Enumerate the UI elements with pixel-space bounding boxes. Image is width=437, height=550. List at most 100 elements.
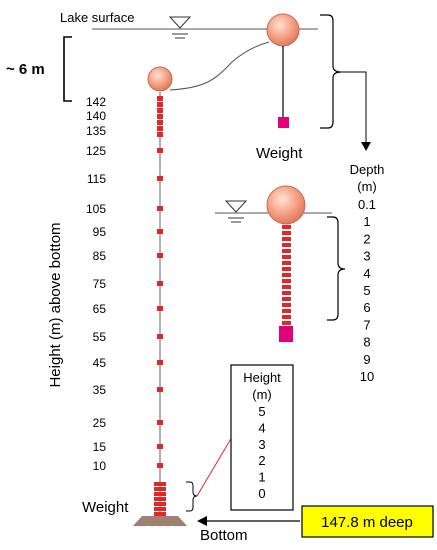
depth-ticks: 0.1 1 2 3 4 5 6 7 8 9 10 — [358, 197, 376, 384]
height-box-tick-label: 2 — [258, 453, 265, 468]
sensor — [157, 387, 163, 392]
height-tick-label: 140 — [86, 109, 106, 123]
height-box-tick-label: 4 — [258, 420, 265, 435]
depth-unit: (m) — [357, 179, 377, 194]
height-tick-label: 135 — [86, 124, 106, 138]
bottom-sensor — [154, 512, 166, 516]
sensor — [157, 148, 163, 153]
inset-bracket — [327, 216, 346, 321]
height-box-leader — [196, 436, 233, 497]
height-box-tick-label: 5 — [258, 404, 265, 419]
bracket-arrow-line — [341, 71, 367, 142]
inset-sensor — [282, 273, 291, 277]
height-box-unit: (m) — [252, 387, 272, 402]
bottom-sensor — [154, 502, 166, 506]
sensor — [157, 120, 163, 125]
depth-header: Depth — [350, 162, 385, 177]
depth-tick-label: 10 — [360, 369, 374, 384]
depth-tick-label: 7 — [363, 317, 370, 332]
sensor — [157, 334, 163, 339]
height-tick-label: 55 — [93, 330, 107, 344]
lake-surface-label: Lake surface — [60, 10, 134, 25]
water-level-symbol — [168, 16, 192, 39]
height-tick-label: 35 — [93, 383, 107, 397]
connecting-rope — [169, 41, 270, 91]
bottom-anchor-weight — [133, 516, 187, 526]
surface-weight — [278, 117, 289, 128]
sensor — [157, 444, 163, 449]
sensor — [157, 126, 163, 131]
height-detail-box — [230, 364, 294, 511]
bottom-sensor-bracket — [186, 481, 198, 512]
sensor — [157, 108, 163, 113]
sensor — [157, 463, 163, 468]
depth-tick-label: 5 — [363, 283, 370, 298]
height-tick-label: 85 — [93, 249, 107, 263]
inset-sensor — [282, 309, 291, 313]
inset-sensor — [282, 255, 291, 259]
depth-tick-label: 9 — [363, 352, 370, 367]
deep-badge — [301, 505, 434, 538]
inset-sensor — [282, 315, 291, 319]
inset-water-level-symbol — [224, 200, 248, 223]
bottom-label: Bottom — [200, 527, 248, 544]
inset-sensor — [282, 279, 291, 283]
sensor — [157, 420, 163, 425]
bracket-arrow-head — [361, 142, 371, 151]
height-tick-label: 65 — [93, 302, 107, 316]
inset-sensor — [282, 225, 291, 229]
depth-bracket — [63, 36, 72, 102]
depth-tick-label: 1 — [363, 214, 370, 229]
sensor — [157, 132, 163, 137]
depth-tick-label: 0.1 — [358, 197, 376, 212]
depth-tick-label: 4 — [363, 266, 370, 281]
subsurface-buoy — [147, 66, 173, 92]
sensor — [157, 176, 163, 181]
deep-badge-text: 147.8 m deep — [321, 514, 413, 531]
depth-tick-label: 6 — [363, 300, 370, 315]
inset-sensor — [282, 249, 291, 253]
height-box-tick-label: 0 — [258, 486, 265, 501]
bottom-sensor — [154, 482, 166, 486]
inset-sensor — [282, 237, 291, 241]
sensor — [157, 281, 163, 286]
y-axis-label: Height (m) above bottom — [47, 222, 64, 387]
depth-tick-label: 8 — [363, 335, 370, 350]
height-tick-label: 25 — [93, 416, 107, 430]
inset-sensor — [282, 285, 291, 289]
height-box-header: Height — [243, 370, 281, 385]
inset-sensor — [282, 297, 291, 301]
inset-sensor — [282, 243, 291, 247]
inset-sensor — [282, 231, 291, 235]
height-tick-label: 125 — [86, 144, 106, 158]
height-box-tick-label: 1 — [258, 470, 265, 485]
height-tick-label: 15 — [93, 440, 107, 454]
depth-tick-label: 2 — [363, 231, 370, 246]
inset-weight — [279, 326, 293, 342]
height-tick-label: 95 — [93, 225, 107, 239]
sensor — [157, 114, 163, 119]
sensor — [157, 206, 163, 211]
inset-sensor — [282, 267, 291, 271]
sensor — [157, 360, 163, 365]
height-box-ticks: 54 32 10 — [258, 404, 265, 501]
sensor — [157, 96, 163, 101]
inset-sensor — [282, 303, 291, 307]
surface-setup-bracket — [320, 14, 342, 129]
height-tick-label: 75 — [93, 277, 107, 291]
sensor — [157, 306, 163, 311]
height-tick-label: 142 — [86, 95, 106, 109]
sensor — [157, 253, 163, 258]
bottom-sensor — [154, 492, 166, 496]
inset-sensor — [282, 321, 291, 325]
surface-weight-label: Weight — [256, 145, 303, 162]
sensor — [157, 102, 163, 107]
height-tick-label: 105 — [86, 202, 106, 216]
sensor — [157, 229, 163, 234]
inset-sensor — [282, 261, 291, 265]
bottom-weight-label: Weight — [82, 499, 129, 516]
bottom-sensor — [154, 507, 166, 511]
height-tick-label: 45 — [93, 356, 107, 370]
